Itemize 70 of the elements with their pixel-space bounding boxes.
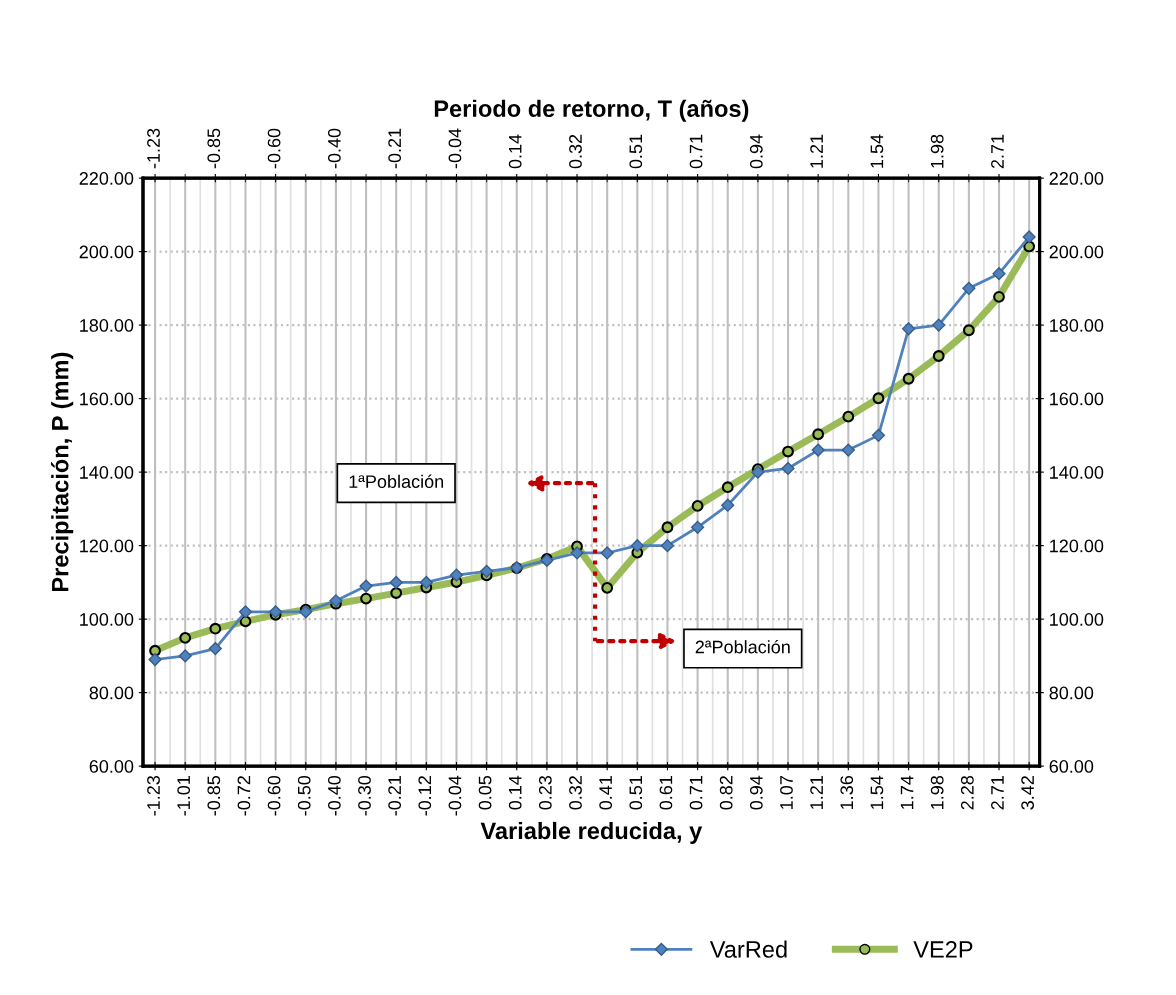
category-label: 0.32: [569, 134, 582, 169]
x-tick-label: 1.74: [900, 775, 914, 809]
category-label: 0.51: [629, 134, 643, 169]
x-tick-label: 0.94: [749, 775, 763, 810]
category-label: 0.94: [749, 134, 763, 169]
category-label: 2.71: [991, 134, 1004, 169]
x-tick-label: 1.98: [930, 775, 944, 809]
y-axis-title: Precipitación, P (mm): [50, 352, 74, 592]
x-tick-label: -0.12: [418, 776, 432, 816]
x-tick-label: 0.82: [719, 776, 733, 810]
y2-tick-label: 220.00: [1049, 172, 1104, 185]
y-tick-label: 180.00: [80, 319, 134, 332]
x-tick-label: 1.54: [870, 775, 884, 809]
x-tick-label: -0.50: [297, 775, 311, 816]
x-tick-label: 0.23: [538, 775, 552, 810]
x-tick-label: -0.72: [237, 776, 251, 816]
x-tick-label: 1.36: [840, 775, 854, 809]
annotation: 2ªPoblación: [695, 639, 790, 654]
y-tick-label: 80.00: [89, 686, 134, 700]
x-tick-label: 1.07: [780, 776, 793, 809]
category-label: -0.60: [267, 128, 281, 169]
x-tick-label: 1.21: [810, 776, 823, 809]
y2-tick-label: 80.00: [1049, 686, 1094, 700]
x-tick-label: -0.04: [448, 775, 462, 816]
x-tick-label: 0.61: [659, 776, 673, 810]
category-label: -0.40: [327, 128, 341, 169]
category-label: 0.14: [508, 134, 522, 169]
x-tick-label: 2.71: [991, 776, 1004, 810]
category-label: -0.04: [448, 128, 462, 169]
y-tick-label: 60.00: [89, 760, 134, 773]
category-label: -0.85: [207, 128, 221, 169]
category-label: 1.21: [810, 134, 823, 168]
category-label: 1.98: [930, 134, 944, 168]
legend-label: VarRed: [709, 940, 787, 958]
x-tick-label: -0.60: [267, 775, 281, 816]
x-tick-label: 0.51: [629, 776, 643, 810]
category-label: -1.23: [147, 128, 160, 169]
x-tick-label: -1.01: [177, 776, 191, 816]
x2-axis-title: Periodo de retorno, T (años): [434, 99, 749, 122]
y2-tick-label: 180.00: [1050, 319, 1104, 332]
y-tick-label: 120.00: [80, 539, 134, 553]
x-tick-label: 0.32: [569, 776, 582, 810]
x-tick-label: 2.28: [960, 775, 974, 810]
x-tick-label: 0.14: [508, 775, 522, 810]
x-tick-label: -0.85: [207, 775, 221, 816]
y-tick-label: 140.00: [80, 466, 134, 479]
y-tick-label: 200.00: [79, 245, 134, 259]
y2-tick-label: 60.00: [1049, 760, 1094, 773]
y2-tick-label: 100.00: [1050, 613, 1104, 626]
y-tick-label: 220.00: [79, 172, 134, 185]
category-label: 0.71: [689, 134, 703, 169]
category-label: 1.54: [870, 134, 884, 168]
x-tick-label: -0.40: [327, 775, 341, 816]
y2-tick-label: 140.00: [1050, 466, 1104, 479]
category-label: -0.21: [388, 128, 402, 169]
y2-tick-label: 120.00: [1050, 539, 1104, 553]
y2-tick-label: 160.00: [1050, 392, 1104, 406]
x-tick-label: 0.05: [478, 775, 492, 810]
y2-tick-label: 200.00: [1049, 245, 1104, 259]
y-tick-label: 160.00: [80, 392, 134, 406]
x-axis-title: Variable reducida, y: [480, 821, 703, 844]
x-tick-label: 3.42: [1021, 776, 1034, 810]
x-tick-label: -1.23: [147, 775, 160, 816]
x-tick-label: -0.30: [358, 775, 371, 816]
y-tick-label: 100.00: [80, 613, 134, 626]
legend-label: VE2P: [913, 941, 973, 958]
annotation: 1ªPoblación: [349, 474, 444, 488]
x-tick-label: 0.71: [689, 776, 703, 810]
x-tick-label: -0.21: [388, 776, 402, 816]
x-tick-label: 0.41: [599, 776, 613, 810]
